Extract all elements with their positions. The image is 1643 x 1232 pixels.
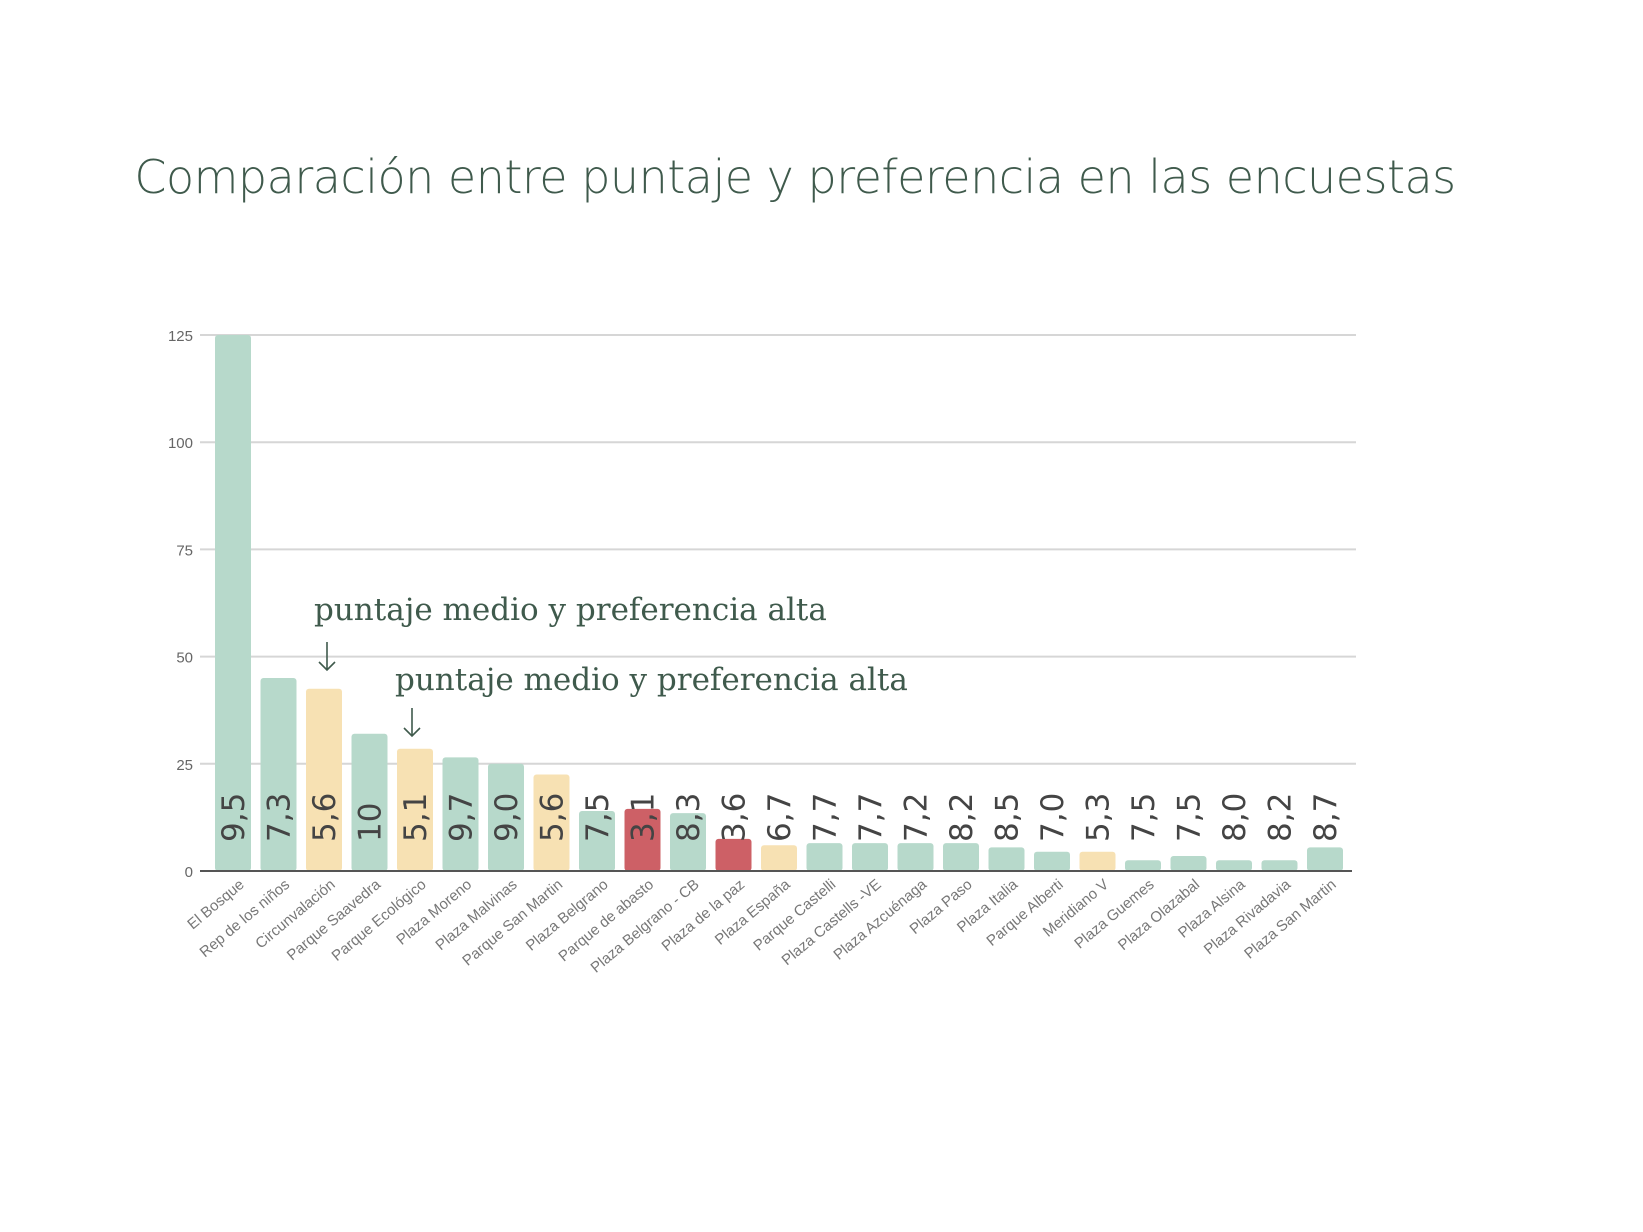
score-label: 6,7: [762, 793, 798, 842]
score-label: 9,7: [444, 793, 480, 842]
bar: [260, 678, 297, 871]
score-label: 8,3: [671, 793, 707, 842]
bar: [1125, 860, 1161, 871]
y-tick-label: 100: [168, 435, 193, 452]
bar: [579, 810, 615, 871]
score-label: 7,3: [262, 793, 298, 842]
score-label: 9,5: [216, 793, 252, 842]
score-label: 8,5: [990, 793, 1026, 842]
bar: [897, 843, 934, 871]
y-tick-label: 75: [176, 542, 193, 559]
annotation-text: puntaje medio y preferencia alta: [395, 662, 908, 698]
annotation-text: puntaje medio y preferencia alta: [314, 592, 827, 628]
bar: [442, 757, 479, 871]
arrow-down-icon: [403, 708, 421, 738]
score-label: 7,5: [1126, 793, 1162, 842]
bar: [215, 335, 251, 871]
y-tick-label: 25: [176, 757, 193, 774]
bar: [988, 847, 1025, 871]
score-label: 7,5: [1172, 793, 1208, 842]
bar: [761, 845, 797, 871]
score-label: 5,6: [307, 793, 343, 842]
bar: [1079, 851, 1116, 871]
score-label: 8,2: [944, 793, 980, 842]
bar: [852, 843, 888, 871]
bar: [943, 843, 979, 871]
arrow-down-icon: [318, 642, 336, 672]
bar: [670, 813, 706, 871]
bar: [806, 843, 843, 871]
score-label: 10: [353, 803, 389, 842]
bar: [533, 774, 570, 871]
bar: [624, 808, 661, 871]
score-label: 8,2: [1263, 793, 1299, 842]
score-label: 9,0: [489, 793, 525, 842]
bar: [1170, 855, 1207, 871]
y-tick-label: 0: [185, 864, 193, 881]
bar: [306, 688, 342, 871]
bar: [1307, 847, 1343, 871]
bar: [351, 733, 388, 871]
bar: [1261, 860, 1298, 871]
chart-title: Comparación entre puntaje y preferencia …: [134, 150, 1456, 204]
y-tick-label: 125: [168, 328, 193, 345]
score-label: 3,1: [626, 793, 662, 842]
bar: [1216, 860, 1252, 871]
bar: [1034, 851, 1070, 871]
y-tick-label: 50: [176, 650, 193, 667]
score-label: 5,3: [1081, 793, 1117, 842]
bar: [397, 748, 433, 871]
score-label: 7,7: [808, 793, 844, 842]
score-label: 7,7: [853, 793, 889, 842]
score-label: 7,0: [1035, 793, 1071, 842]
bar: [715, 838, 752, 871]
score-label: 7,5: [580, 793, 616, 842]
score-label: 5,6: [535, 793, 571, 842]
score-label: 7,2: [899, 793, 935, 842]
bar: [488, 763, 524, 871]
score-label: 3,6: [717, 793, 753, 842]
score-label: 8,0: [1217, 793, 1253, 842]
score-label: 5,1: [398, 793, 434, 842]
score-label: 8,7: [1308, 793, 1344, 842]
